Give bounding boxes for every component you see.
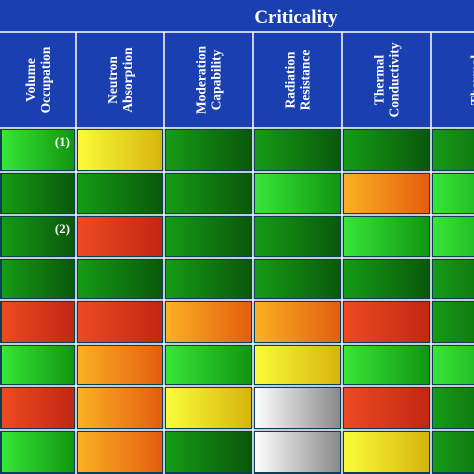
- cell-r7-thermal_cut: [433, 388, 474, 428]
- column-header-thermal_cut-line-1: Thermal: [468, 55, 474, 105]
- cell-r4-radiation: [255, 260, 340, 298]
- column-header-radiation-line-1: Radiation: [283, 51, 298, 109]
- cell-r1-thermal_cut: [433, 130, 474, 170]
- cell-r1-volume: [2, 130, 74, 170]
- cell-r2-radiation: [255, 174, 340, 213]
- cell-r2-thermal_cond: [344, 174, 429, 213]
- cell-r3-thermal_cond: [344, 217, 429, 256]
- cell-r8-neutron: [78, 432, 162, 472]
- column-header-neutron-line-2: Absorption: [120, 47, 135, 113]
- cell-r3-volume: [2, 217, 74, 256]
- cell-r8-radiation: [255, 432, 340, 472]
- header-band: [0, 0, 474, 128]
- cell-r8-thermal_cond: [344, 432, 429, 472]
- cell-r1-radiation: [255, 130, 340, 170]
- cell-r6-neutron: [78, 346, 162, 384]
- column-header-volume-line-2: Occupation: [38, 46, 53, 113]
- column-header-neutron-line-1: Neutron: [105, 56, 120, 104]
- column-header-thermal_cond-line-1: Thermal: [372, 55, 387, 105]
- cell-r2-neutron: [78, 174, 162, 213]
- cell-r8-volume: [2, 432, 74, 472]
- cell-r7-radiation: [255, 388, 340, 428]
- cell-r3-radiation: [255, 217, 340, 256]
- cell-r7-moderation: [166, 388, 251, 428]
- cell-r4-thermal_cut: [433, 260, 474, 298]
- cell-r5-neutron: [78, 302, 162, 342]
- cell-r5-moderation: [166, 302, 251, 342]
- row-notes: (1) (2): [55, 134, 70, 236]
- cell-r6-radiation: [255, 346, 340, 384]
- row-note-3: (2): [55, 221, 70, 236]
- cell-r8-thermal_cut: [433, 432, 474, 472]
- column-header-radiation-line-2: Resistance: [298, 50, 313, 111]
- cell-r5-thermal_cut: [433, 302, 474, 342]
- cell-r3-moderation: [166, 217, 251, 256]
- cell-r1-thermal_cond: [344, 130, 429, 170]
- cell-r4-neutron: [78, 260, 162, 298]
- cell-r8-moderation: [166, 432, 251, 472]
- row-note-1: (1): [55, 134, 70, 149]
- cell-r4-moderation: [166, 260, 251, 298]
- cell-r2-thermal_cut: [433, 174, 474, 213]
- chart-title: Criticality: [254, 7, 338, 28]
- column-header-moderation-line-2: Capability: [209, 49, 224, 110]
- cell-r7-volume: [2, 388, 74, 428]
- cell-r4-thermal_cond: [344, 260, 429, 298]
- cell-r7-neutron: [78, 388, 162, 428]
- column-header-volume-line-1: Volume: [23, 58, 38, 102]
- column-headers: Volume Occupation Neutron Absorption Moderat…: [23, 42, 474, 117]
- column-header-moderation-line-1: Moderation: [194, 45, 209, 114]
- cell-r5-thermal_cond: [344, 302, 429, 342]
- cell-r4-volume: [2, 260, 74, 298]
- heatmap-cells: [2, 130, 474, 472]
- cell-r6-volume: [2, 346, 74, 384]
- cell-r1-neutron: [78, 130, 162, 170]
- cell-r6-thermal_cond: [344, 346, 429, 384]
- cell-r7-thermal_cond: [344, 388, 429, 428]
- cell-r6-moderation: [166, 346, 251, 384]
- cell-r5-volume: [2, 302, 74, 342]
- cell-r3-neutron: [78, 217, 162, 256]
- cell-r2-volume: [2, 174, 74, 213]
- grid-lines: [0, 31, 474, 474]
- cell-r5-radiation: [255, 302, 340, 342]
- cell-r6-thermal_cut: [433, 346, 474, 384]
- cell-r3-thermal_cut: [433, 217, 474, 256]
- cell-r1-moderation: [166, 130, 251, 170]
- column-header-thermal_cond-line-2: Conductivity: [387, 42, 402, 117]
- cell-r2-moderation: [166, 174, 251, 213]
